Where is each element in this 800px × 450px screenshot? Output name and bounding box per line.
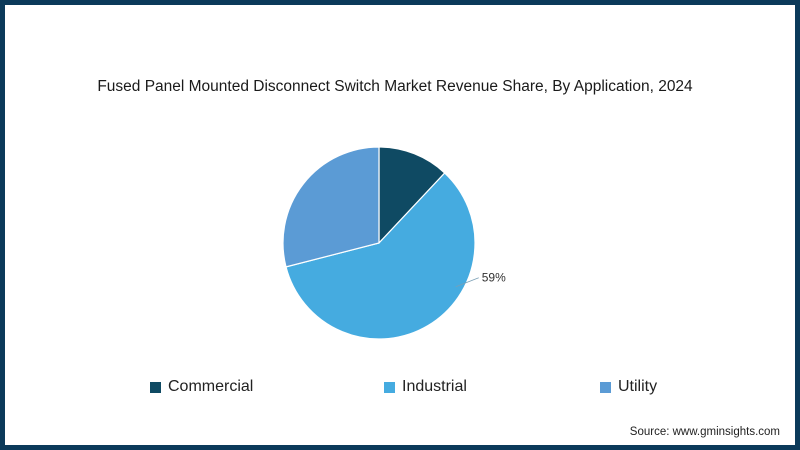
chart-title: Fused Panel Mounted Disconnect Switch Ma…: [97, 78, 693, 95]
legend-label-utility: Utility: [618, 378, 658, 395]
data-label-industrial: 59%: [482, 271, 506, 285]
legend-swatch-commercial: [150, 381, 161, 393]
source-note: Source: www.gminsights.com: [629, 426, 780, 438]
legend-item-commercial: Commercial: [150, 378, 253, 396]
pie-slices: [282, 146, 476, 340]
legend-swatch-industrial: [384, 381, 395, 393]
legend-item-utility: Utility: [600, 378, 657, 396]
legend-label-commercial: Commercial: [168, 378, 254, 395]
legend-label-industrial: Industrial: [402, 378, 467, 395]
pie-slice-industrial: [285, 172, 476, 340]
pie-labels: 59%: [455, 271, 506, 288]
legend-item-industrial: Industrial: [384, 378, 467, 396]
legend-swatch-utility: [600, 381, 611, 393]
data-label-leader-industrial: [455, 277, 479, 288]
pie-slice-utility: [282, 146, 380, 268]
legend: Commercial Industrial Utility: [0, 378, 790, 402]
pie-slice-commercial: [378, 146, 446, 245]
